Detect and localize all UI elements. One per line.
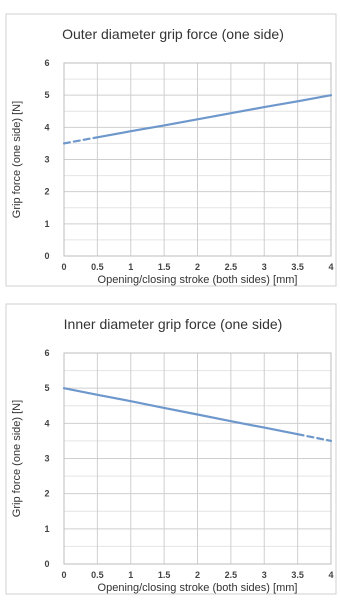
x-tick-label: 0 xyxy=(61,570,66,580)
x-tick-label: 1.5 xyxy=(158,262,171,272)
chart-frame xyxy=(5,13,337,287)
y-tick-label: 4 xyxy=(44,122,49,132)
x-tick-label: 3 xyxy=(262,570,267,580)
x-tick-label: 2 xyxy=(195,262,200,272)
x-axis-label: Opening/closing stroke (both sides) [mm] xyxy=(98,582,298,594)
x-tick-label: 2 xyxy=(195,570,200,580)
y-tick-label: 1 xyxy=(44,524,49,534)
plot-area xyxy=(63,62,332,257)
series-line xyxy=(62,387,299,436)
plot-area xyxy=(63,352,332,565)
y-tick-label: 3 xyxy=(44,155,49,165)
x-tick-label: 1 xyxy=(128,262,133,272)
y-tick-label: 6 xyxy=(44,348,49,358)
series-line-dashed xyxy=(62,136,99,145)
y-tick-label: 6 xyxy=(44,58,49,68)
y-axis-label: Grip force (one side) [N] xyxy=(11,400,23,517)
x-tick-label: 0.5 xyxy=(91,570,104,580)
chart-title: Inner diameter grip force (one side) xyxy=(64,316,283,332)
y-tick-label: 4 xyxy=(44,418,49,428)
outer-diameter-chart: Outer diameter grip force (one side) 0 1 2 3… xyxy=(5,13,337,287)
inner-diameter-chart: Inner diameter grip force (one side) 0 1 2 3… xyxy=(5,303,337,595)
series-line-dashed xyxy=(296,433,333,442)
x-tick-label: 1 xyxy=(128,570,133,580)
x-axis-label: Opening/closing stroke (both sides) [mm] xyxy=(98,274,298,286)
y-tick-label: 2 xyxy=(44,489,49,499)
x-tick-label: 1.5 xyxy=(158,570,171,580)
y-tick-label: 5 xyxy=(44,383,49,393)
chart-frame xyxy=(5,303,337,595)
y-tick-label: 2 xyxy=(44,187,49,197)
x-tick-label: 0.5 xyxy=(91,262,104,272)
x-tick-label: 3.5 xyxy=(291,262,304,272)
y-tick-label: 5 xyxy=(44,90,49,100)
y-tick-label: 3 xyxy=(44,454,49,464)
x-tick-label: 3 xyxy=(262,262,267,272)
y-tick-label: 1 xyxy=(44,219,49,229)
x-tick-label: 4 xyxy=(328,262,333,272)
x-tick-label: 3.5 xyxy=(291,570,304,580)
y-tick-label: 0 xyxy=(44,559,49,569)
y-tick-label: 0 xyxy=(44,251,49,261)
y-axis-label: Grip force (one side) [N] xyxy=(11,101,23,218)
chart-title: Outer diameter grip force (one side) xyxy=(62,26,284,42)
x-tick-label: 0 xyxy=(61,262,66,272)
x-tick-label: 2.5 xyxy=(225,570,238,580)
series-line xyxy=(96,94,333,139)
x-tick-label: 4 xyxy=(328,570,333,580)
x-tick-label: 2.5 xyxy=(225,262,238,272)
